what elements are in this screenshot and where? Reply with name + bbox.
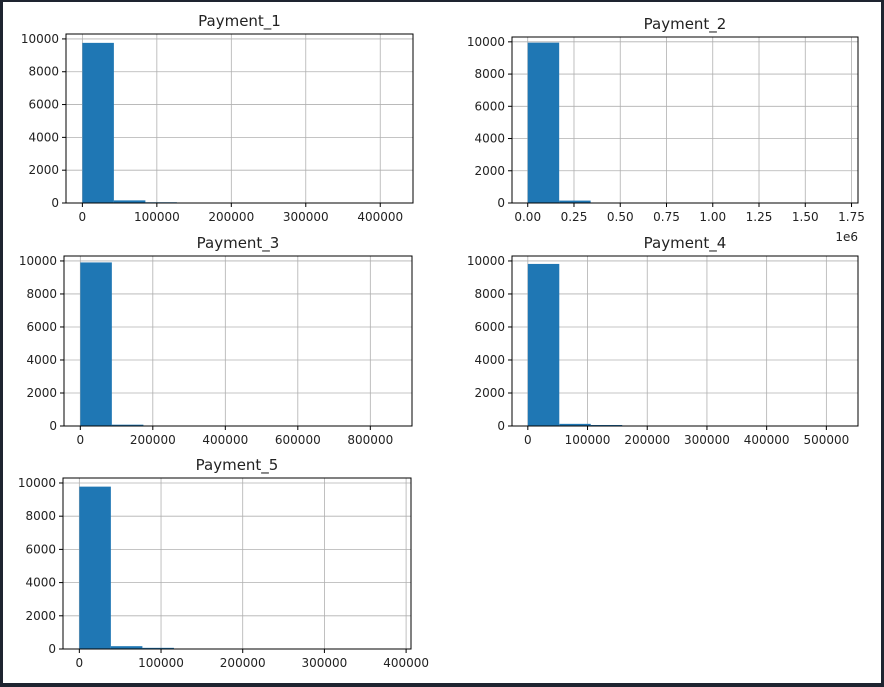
y-tick-label: 6000	[474, 99, 505, 113]
x-tick-label: 0	[524, 433, 532, 447]
y-tick-label: 6000	[26, 320, 57, 334]
y-tick-label: 2000	[474, 164, 505, 178]
x-tick-label: 200000	[624, 433, 670, 447]
y-tick-label: 4000	[26, 353, 57, 367]
y-tick-label: 10000	[19, 254, 57, 268]
y-tick-label: 10000	[467, 254, 505, 268]
y-tick-label: 6000	[25, 542, 56, 556]
y-tick-label: 4000	[474, 353, 505, 367]
y-tick-label: 8000	[26, 287, 57, 301]
subplot-5: 0 100000 200000 300000 400000 0 2000 4000 6000 80…	[18, 456, 429, 670]
histogram-bar	[79, 487, 111, 649]
plot-frame	[512, 256, 858, 426]
plot-frame	[512, 37, 858, 203]
subplot-title: Payment_2	[644, 15, 727, 34]
x-tick-label: 400000	[383, 656, 429, 670]
subplot-3: 0 200000 400000 600000 800000 0 2000 4000 6000 80…	[19, 234, 412, 447]
histogram-bar	[528, 43, 559, 203]
subplot-1: 0 100000 200000 300000 400000 0 2000 4000 6000 80…	[21, 12, 413, 224]
x-tick-label: 0.50	[607, 210, 634, 224]
y-tick-label: 2000	[26, 386, 57, 400]
subplot-4: 0 100000 200000 300000 400000 500000 0 2000 4000…	[467, 234, 858, 447]
y-tick-label: 2000	[25, 609, 56, 623]
x-tick-label: 200000	[208, 210, 254, 224]
x-tick-label: 0	[79, 210, 87, 224]
x-tick-label: 200000	[130, 433, 176, 447]
x-tick-label: 400000	[202, 433, 248, 447]
y-tick-label: 4000	[28, 130, 59, 144]
subplot-title: Payment_4	[644, 234, 727, 253]
y-tick-label: 0	[497, 196, 505, 210]
x-tick-label: 1.25	[746, 210, 773, 224]
x-tick-label: 1.00	[699, 210, 726, 224]
y-tick-label: 10000	[18, 476, 56, 490]
subplot-title: Payment_3	[197, 234, 280, 253]
histogram-bar	[80, 262, 112, 426]
x-tick-label: 1.50	[792, 210, 819, 224]
x-tick-label: 200000	[220, 656, 266, 670]
x-tick-label: 600000	[275, 433, 321, 447]
y-tick-label: 10000	[467, 35, 505, 49]
y-tick-label: 6000	[28, 98, 59, 112]
x-tick-label: 0	[76, 433, 84, 447]
subplot-title: Payment_5	[196, 456, 279, 475]
y-tick-label: 6000	[474, 320, 505, 334]
y-tick-label: 8000	[474, 287, 505, 301]
y-tick-label: 0	[51, 196, 59, 210]
y-tick-label: 8000	[25, 509, 56, 523]
x-tick-label: 0.00	[514, 210, 541, 224]
x-tick-label: 100000	[134, 210, 180, 224]
plot-frame	[63, 478, 411, 649]
y-tick-label: 4000	[25, 576, 56, 590]
subplot-title: Payment_1	[198, 12, 281, 31]
x-offset-label: 1e6	[835, 230, 858, 244]
y-tick-label: 0	[48, 642, 56, 656]
y-tick-label: 0	[497, 419, 505, 433]
x-tick-label: 1.75	[838, 210, 865, 224]
x-tick-label: 300000	[283, 210, 329, 224]
x-tick-label: 100000	[565, 433, 611, 447]
x-tick-label: 500000	[803, 433, 849, 447]
x-tick-label: 300000	[302, 656, 348, 670]
x-tick-label: 0.25	[561, 210, 588, 224]
x-tick-label: 0.75	[653, 210, 680, 224]
plot-frame	[66, 34, 413, 203]
x-tick-label: 100000	[138, 656, 184, 670]
histogram-bar	[528, 264, 559, 426]
x-tick-label: 400000	[357, 210, 403, 224]
y-tick-label: 2000	[474, 386, 505, 400]
x-tick-label: 0	[76, 656, 84, 670]
subplot-2: 0.00 0.25 0.50 0.75 1.00 1.25 1.50 1.75 0 2000 400…	[467, 15, 865, 244]
y-tick-label: 2000	[28, 163, 59, 177]
plot-frame	[64, 256, 412, 426]
histogram-bar	[82, 43, 113, 203]
y-tick-label: 0	[49, 419, 57, 433]
y-tick-label: 4000	[474, 132, 505, 146]
y-tick-label: 8000	[28, 65, 59, 79]
x-tick-label: 300000	[684, 433, 730, 447]
y-tick-label: 8000	[474, 67, 505, 81]
x-tick-label: 800000	[347, 433, 393, 447]
x-tick-label: 400000	[744, 433, 790, 447]
y-tick-label: 10000	[21, 32, 59, 46]
